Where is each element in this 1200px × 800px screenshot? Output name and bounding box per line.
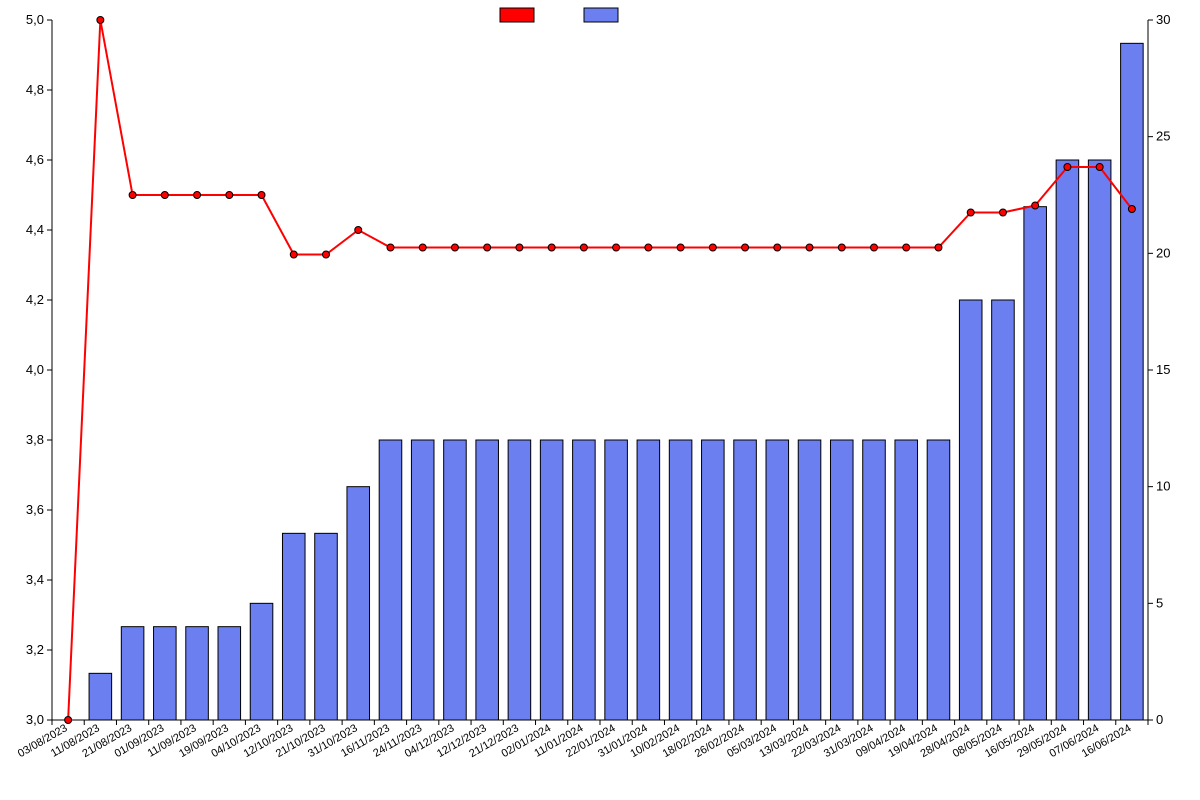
bar — [798, 440, 821, 720]
bar — [1088, 160, 1111, 720]
bar — [508, 440, 531, 720]
line-marker — [806, 244, 813, 251]
bar — [766, 440, 789, 720]
line-marker — [742, 244, 749, 251]
bar — [540, 440, 563, 720]
y-right-tick-label: 10 — [1156, 479, 1170, 494]
line-marker — [967, 209, 974, 216]
bar — [992, 300, 1015, 720]
y-left-tick-label: 4,8 — [26, 82, 44, 97]
bar — [895, 440, 918, 720]
bar — [830, 440, 853, 720]
bar — [89, 673, 112, 720]
line-marker — [451, 244, 458, 251]
bar — [927, 440, 950, 720]
line-marker — [1032, 202, 1039, 209]
y-left-tick-label: 3,4 — [26, 572, 44, 587]
bar — [605, 440, 628, 720]
bar — [154, 627, 177, 720]
line-marker — [871, 244, 878, 251]
line-marker — [1128, 206, 1135, 213]
bar — [573, 440, 596, 720]
legend-swatch — [584, 8, 618, 22]
bar — [702, 440, 725, 720]
bar — [250, 603, 273, 720]
line-marker — [97, 17, 104, 24]
line-marker — [1064, 164, 1071, 171]
bar — [637, 440, 660, 720]
line-marker — [258, 192, 265, 199]
bar — [121, 627, 144, 720]
y-left-tick-label: 3,0 — [26, 712, 44, 727]
line-marker — [677, 244, 684, 251]
bar — [863, 440, 886, 720]
line-marker — [645, 244, 652, 251]
line-marker — [65, 717, 72, 724]
y-right-tick-label: 5 — [1156, 595, 1163, 610]
y-left-tick-label: 5,0 — [26, 12, 44, 27]
line-marker — [838, 244, 845, 251]
y-left-tick-label: 3,8 — [26, 432, 44, 447]
line-marker — [226, 192, 233, 199]
line-marker — [387, 244, 394, 251]
bar — [1056, 160, 1079, 720]
line-marker — [999, 209, 1006, 216]
bar — [1024, 207, 1047, 720]
bar — [218, 627, 241, 720]
line-marker — [194, 192, 201, 199]
line-marker — [709, 244, 716, 251]
bar — [476, 440, 499, 720]
y-right-tick-label: 25 — [1156, 129, 1170, 144]
bar — [282, 533, 305, 720]
y-left-tick-label: 3,6 — [26, 502, 44, 517]
y-left-tick-label: 4,2 — [26, 292, 44, 307]
bar — [444, 440, 467, 720]
bar — [669, 440, 692, 720]
y-left-tick-label: 4,4 — [26, 222, 44, 237]
y-right-tick-label: 30 — [1156, 12, 1170, 27]
line-marker — [903, 244, 910, 251]
bar — [734, 440, 757, 720]
y-left-tick-label: 4,0 — [26, 362, 44, 377]
y-right-tick-label: 15 — [1156, 362, 1170, 377]
line-marker — [419, 244, 426, 251]
line-marker — [613, 244, 620, 251]
bar — [411, 440, 434, 720]
line-marker — [129, 192, 136, 199]
line-marker — [323, 251, 330, 258]
line-marker — [580, 244, 587, 251]
bar — [379, 440, 402, 720]
line-marker — [161, 192, 168, 199]
line-marker — [355, 227, 362, 234]
y-right-tick-label: 20 — [1156, 245, 1170, 260]
line-marker — [484, 244, 491, 251]
bar — [1121, 43, 1144, 720]
legend-swatch — [500, 8, 534, 22]
bar — [315, 533, 338, 720]
y-right-tick-label: 0 — [1156, 712, 1163, 727]
y-left-tick-label: 4,6 — [26, 152, 44, 167]
y-left-tick-label: 3,2 — [26, 642, 44, 657]
bar — [347, 487, 370, 720]
bar — [959, 300, 982, 720]
line-marker — [774, 244, 781, 251]
line-marker — [516, 244, 523, 251]
line-marker — [548, 244, 555, 251]
bar — [186, 627, 209, 720]
combo-chart: 3,0 3,2 3,4 3,6 3,8 4,0 4,2 4,4 4,6 4,8 5,0 0 5 10 15 2… — [0, 0, 1200, 800]
line-marker — [935, 244, 942, 251]
line-marker — [290, 251, 297, 258]
line-marker — [1096, 164, 1103, 171]
